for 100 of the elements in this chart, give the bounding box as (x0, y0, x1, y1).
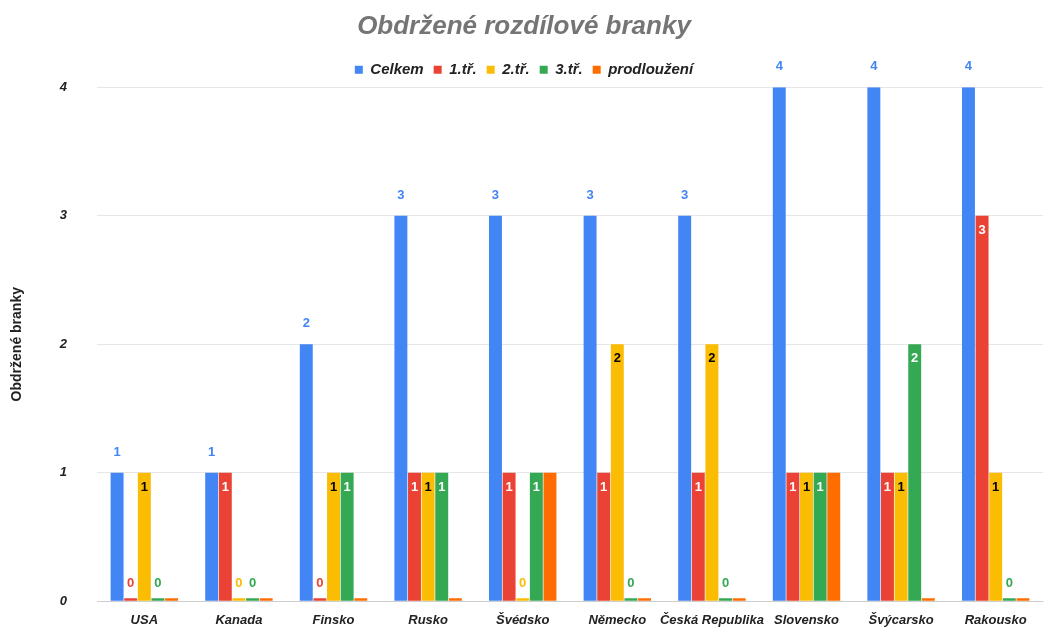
bar (691, 472, 705, 601)
data-label: 1 (897, 478, 905, 494)
data-label: 0 (154, 575, 162, 591)
data-label: 3 (681, 186, 689, 202)
bar (800, 472, 813, 601)
bar (894, 472, 908, 601)
bar (1002, 598, 1016, 601)
data-label: 2 (302, 315, 310, 331)
bar (165, 598, 179, 601)
bar (732, 598, 746, 601)
bar (246, 598, 260, 601)
bar (327, 472, 340, 601)
y-tick-label: 3 (59, 207, 68, 223)
data-label: 1 (140, 478, 148, 494)
bar (516, 598, 530, 601)
bar (678, 215, 692, 601)
x-tick-label: Kanada (215, 611, 263, 627)
bar (813, 472, 827, 601)
bar (867, 87, 881, 601)
bar (502, 472, 516, 601)
data-label: 1 (992, 478, 1000, 494)
data-label: 1 (410, 478, 419, 494)
legend-label: prodloužení (607, 59, 696, 77)
bar (124, 598, 138, 601)
data-label: 1 (883, 478, 892, 494)
y-tick-label: 2 (58, 335, 68, 351)
bar (719, 598, 732, 601)
bar (705, 344, 719, 601)
x-tick-label: Švédsko (495, 611, 550, 627)
data-label: 0 (1005, 575, 1013, 591)
data-label: 3 (397, 186, 405, 202)
bar (259, 598, 273, 601)
data-label: 1 (694, 478, 702, 494)
data-label: 4 (870, 58, 879, 74)
bar (624, 598, 638, 601)
data-label: 1 (505, 478, 513, 494)
data-label: 0 (127, 575, 135, 591)
legend-label: 1.tř. (449, 59, 477, 77)
x-tick-label: USA (130, 611, 159, 627)
bar (961, 87, 975, 601)
bar (583, 215, 597, 601)
bar (638, 598, 652, 601)
data-label: 0 (235, 575, 243, 591)
data-label: 0 (519, 575, 527, 591)
bar (772, 87, 786, 601)
data-label: 1 (532, 478, 540, 494)
data-label: 1 (221, 478, 229, 494)
bar (543, 472, 557, 601)
bar (610, 344, 624, 601)
x-tick-label: Finsko (312, 611, 355, 627)
y-tick-label: 1 (59, 464, 68, 480)
data-label: 1 (424, 478, 432, 494)
data-label: 2 (613, 350, 621, 366)
bar (989, 472, 1003, 601)
data-label: 1 (113, 443, 121, 459)
bar (448, 598, 462, 601)
data-label: 3 (491, 186, 500, 202)
data-label: 2 (911, 350, 919, 366)
bar (151, 598, 165, 601)
bar (354, 598, 368, 601)
bar (921, 598, 935, 601)
bar (313, 598, 327, 601)
bar (137, 472, 151, 601)
data-label: 0 (721, 575, 730, 591)
bar (340, 472, 354, 601)
data-label: 2 (708, 350, 716, 366)
data-label: 3 (586, 186, 594, 202)
y-axis-title: Obdržené branky (8, 286, 25, 402)
bar (205, 472, 219, 601)
legend-label: 3.tř. (555, 59, 583, 77)
bar (489, 215, 502, 601)
chart-title: Obdržené rozdílové branky (357, 9, 693, 40)
data-label: 4 (964, 58, 973, 74)
bar (435, 472, 449, 601)
data-label: 0 (316, 575, 324, 591)
bar (529, 472, 543, 601)
x-tick-label: Rakousko (964, 611, 1027, 627)
x-tick-label: Česká Republika (659, 611, 764, 627)
y-tick-label: 4 (58, 78, 68, 94)
data-label: 1 (329, 478, 338, 494)
bar (1016, 598, 1030, 601)
data-label: 3 (978, 221, 986, 237)
x-tick-label: Slovensko (773, 611, 840, 627)
x-tick-label: Německo (588, 611, 647, 627)
x-tick-label: Rusko (408, 611, 449, 627)
data-label: 4 (775, 58, 784, 74)
bar (232, 598, 246, 601)
x-tick-label: Švýcarsko (868, 611, 934, 627)
bar (408, 472, 421, 601)
bar (908, 344, 922, 601)
data-label: 1 (600, 478, 608, 494)
bar (597, 472, 611, 601)
bar (881, 472, 894, 601)
data-label: 1 (343, 478, 351, 494)
legend-label: 2.tř. (501, 59, 530, 77)
bar (218, 472, 232, 601)
bar (299, 344, 313, 601)
bar (827, 472, 841, 601)
data-label: 1 (438, 478, 446, 494)
legend-label: Celkem (370, 59, 424, 77)
